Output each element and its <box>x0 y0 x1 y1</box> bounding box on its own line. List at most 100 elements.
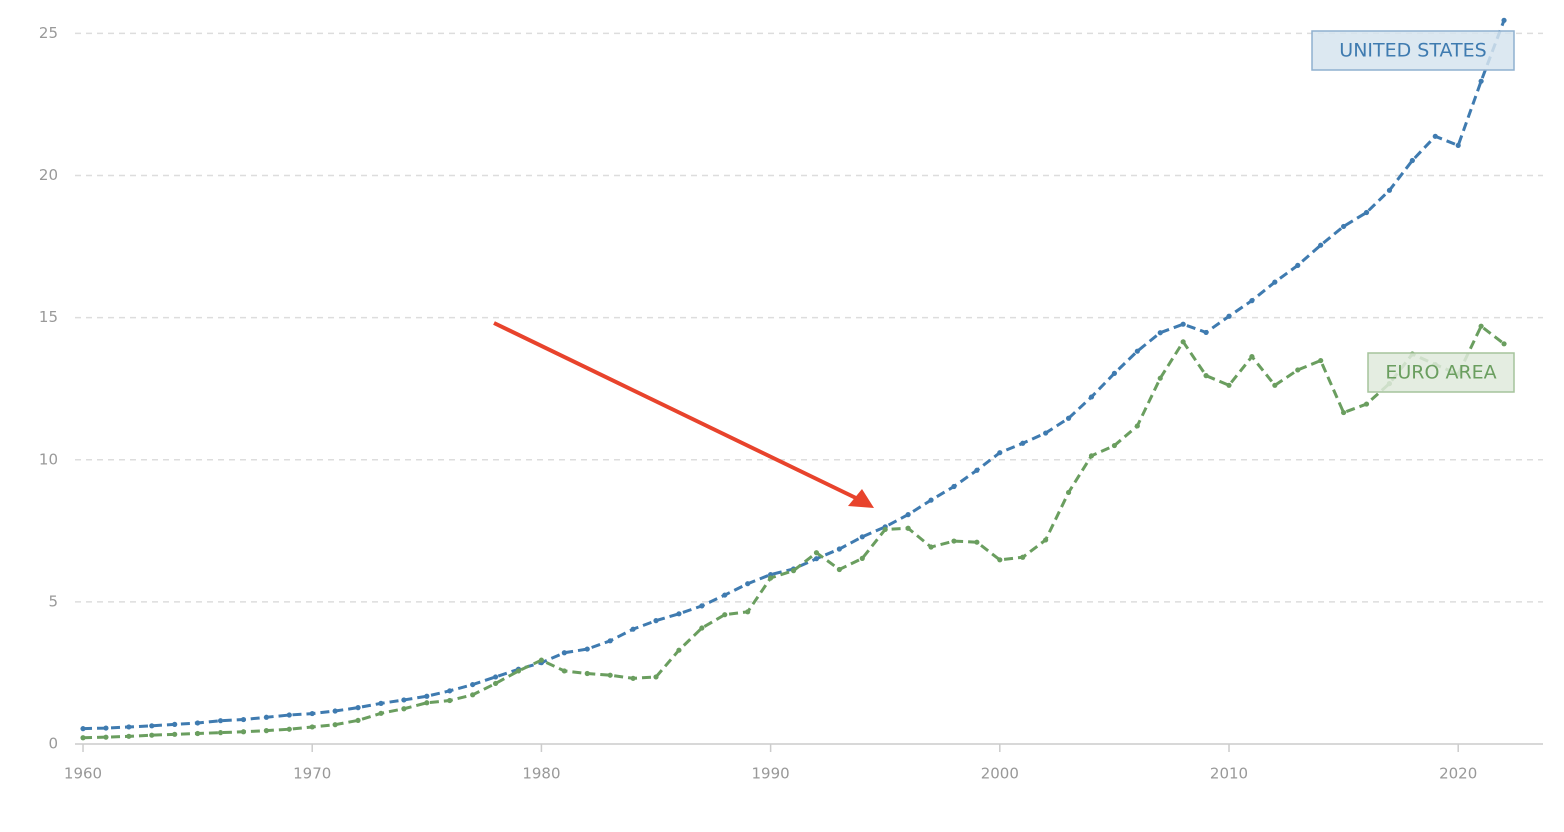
point <box>745 581 751 587</box>
point <box>561 668 567 674</box>
point <box>80 726 86 732</box>
legend-item: UNITED STATES <box>1311 30 1515 71</box>
point <box>561 650 567 656</box>
point <box>1226 382 1232 388</box>
point <box>722 612 728 618</box>
point <box>1088 394 1095 400</box>
point <box>768 575 774 581</box>
point <box>1065 489 1072 496</box>
point <box>447 688 453 694</box>
point <box>951 538 957 544</box>
legend-box <box>1367 352 1515 393</box>
point <box>1478 323 1484 329</box>
point <box>286 726 292 732</box>
point <box>401 706 407 712</box>
point <box>951 483 957 490</box>
point <box>676 611 682 617</box>
point <box>882 526 888 533</box>
point <box>332 708 338 714</box>
point <box>1065 415 1072 421</box>
point <box>1318 242 1324 248</box>
point <box>1295 367 1301 373</box>
x-tick-label: 1960 <box>64 765 102 783</box>
point <box>1134 423 1140 429</box>
point <box>653 618 659 624</box>
point <box>653 674 659 680</box>
point <box>195 730 201 737</box>
point <box>813 556 820 562</box>
point <box>974 539 980 545</box>
point <box>240 729 247 735</box>
point <box>172 731 178 737</box>
x-tick-label: 1990 <box>752 765 790 783</box>
point <box>1386 187 1393 193</box>
point <box>905 525 911 531</box>
point <box>424 700 430 706</box>
point <box>928 544 934 550</box>
point <box>1455 142 1461 149</box>
y-tick-label: 5 <box>48 592 58 610</box>
point <box>378 700 384 706</box>
point <box>492 674 499 680</box>
plot: 0 5 10 15 20 25 1960 1970 1980 1990 2000 2010 2020 UN… <box>39 17 1543 783</box>
point <box>584 646 590 652</box>
point <box>378 710 384 716</box>
legend-label: EURO AREA <box>1385 362 1496 384</box>
point <box>630 675 636 681</box>
point <box>607 638 613 644</box>
point <box>1295 262 1301 268</box>
point <box>928 497 934 503</box>
point <box>1409 157 1415 164</box>
point <box>103 734 109 740</box>
point <box>813 550 820 556</box>
x-tick-label: 2010 <box>1210 765 1248 783</box>
point <box>1340 223 1347 230</box>
arrow-head <box>848 489 874 508</box>
annotation-arrow <box>493 321 859 501</box>
point <box>1020 440 1026 446</box>
point <box>1203 329 1209 336</box>
point <box>1478 78 1484 84</box>
series-line <box>82 323 1505 740</box>
point <box>790 568 797 574</box>
point <box>263 714 269 720</box>
legend-item: EURO AREA <box>1367 352 1515 393</box>
point <box>1432 133 1438 139</box>
point <box>1318 357 1324 364</box>
point <box>630 626 636 632</box>
point <box>515 668 522 674</box>
point <box>195 720 201 726</box>
point <box>1157 330 1163 336</box>
x-tick-label: 2000 <box>981 765 1019 783</box>
point <box>1180 339 1186 345</box>
point <box>1043 430 1049 436</box>
point <box>424 693 430 699</box>
point <box>859 534 865 540</box>
point <box>126 724 132 730</box>
point <box>584 670 590 677</box>
point <box>699 625 705 631</box>
point <box>538 657 545 663</box>
point <box>1088 453 1095 459</box>
y-tick-label: 10 <box>39 450 58 468</box>
point <box>859 555 865 561</box>
y-tick-label: 15 <box>39 308 58 326</box>
point <box>722 592 728 598</box>
point <box>149 723 155 729</box>
point <box>1111 370 1118 376</box>
point <box>1340 409 1347 416</box>
point <box>447 697 453 704</box>
point <box>607 672 613 678</box>
legend-box <box>1311 30 1515 71</box>
point <box>286 712 292 718</box>
point <box>836 566 842 573</box>
legend-label: UNITED STATES <box>1339 40 1486 62</box>
point <box>1203 373 1209 379</box>
x-tick-label: 2020 <box>1439 765 1477 783</box>
point <box>836 546 842 552</box>
point <box>470 692 476 698</box>
point <box>1363 209 1370 216</box>
point <box>1020 554 1026 560</box>
point <box>172 721 178 727</box>
